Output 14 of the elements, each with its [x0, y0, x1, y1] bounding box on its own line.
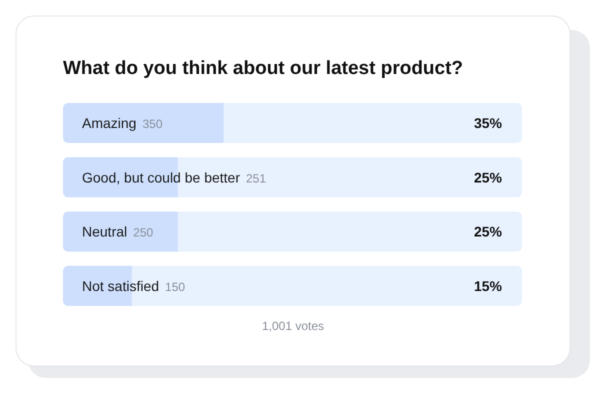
data-label: 25% [474, 169, 503, 186]
data-label: 15% [474, 278, 503, 294]
annotation: 250 [133, 226, 154, 240]
annotation: 350 [142, 117, 163, 131]
y-tick-label: Amazing [82, 115, 136, 131]
text: 1,001 votes [262, 319, 324, 334]
annotation: 150 [165, 280, 186, 294]
y-tick-label: Good, but could be better [82, 169, 240, 186]
data-label: 25% [474, 224, 503, 240]
y-tick-label: Not satisfied [82, 278, 160, 294]
annotation: 251 [246, 171, 266, 186]
y-tick-label: Neutral [82, 224, 128, 240]
chart-title: What do you think about our latest product? [63, 58, 464, 79]
data-label: 35% [474, 115, 503, 131]
